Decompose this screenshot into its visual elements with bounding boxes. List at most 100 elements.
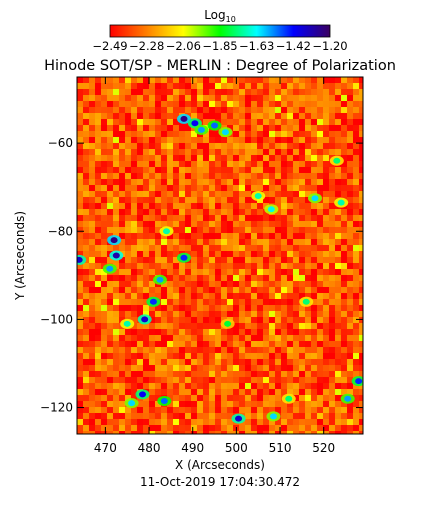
heatmap-cell	[77, 311, 83, 317]
heatmap-cell	[131, 347, 137, 353]
heatmap-cell	[299, 77, 305, 83]
heatmap-cell	[287, 413, 293, 419]
heatmap-cell	[293, 347, 299, 353]
heatmap-cell	[119, 407, 125, 413]
heatmap-cell	[101, 353, 107, 359]
heatmap-cell	[227, 143, 233, 149]
heatmap-cell	[347, 107, 353, 113]
heatmap-cell	[89, 287, 95, 293]
heatmap-cell	[245, 317, 251, 323]
heatmap-cell	[275, 287, 281, 293]
heatmap-cell	[113, 395, 119, 401]
heatmap-cell	[83, 419, 89, 425]
heatmap-cell	[281, 227, 287, 233]
heatmap-cell	[203, 221, 209, 227]
heatmap-cell	[119, 239, 125, 245]
heatmap-cell	[125, 113, 131, 119]
heatmap-cell	[197, 347, 203, 353]
heatmap-cell	[209, 293, 215, 299]
heatmap-cell	[131, 287, 137, 293]
heatmap-cell	[275, 425, 281, 431]
heatmap-cell	[107, 245, 113, 251]
heatmap-cell	[359, 197, 363, 203]
heatmap-cell	[245, 323, 251, 329]
heatmap-cell	[239, 377, 245, 383]
heatmap-cell	[221, 419, 227, 425]
heatmap-cell	[167, 263, 173, 269]
heatmap-cell	[155, 89, 161, 95]
heatmap-cell	[311, 149, 317, 155]
heatmap-cell	[323, 149, 329, 155]
heatmap-cell	[137, 227, 143, 233]
heatmap-cell	[83, 365, 89, 371]
heatmap-cell	[89, 383, 95, 389]
heatmap-cell	[311, 281, 317, 287]
heatmap-cell	[227, 293, 233, 299]
heatmap-cell	[89, 311, 95, 317]
heatmap-cell	[335, 251, 341, 257]
heatmap-cell	[191, 371, 197, 377]
heatmap-cell	[245, 329, 251, 335]
heatmap-cell	[233, 371, 239, 377]
heatmap-cell	[341, 137, 347, 143]
heatmap-cell	[197, 113, 203, 119]
heatmap-cell	[155, 257, 161, 263]
heatmap-cell	[167, 167, 173, 173]
heatmap-cell	[107, 347, 113, 353]
heatmap-cell	[275, 221, 281, 227]
heatmap-cell	[353, 185, 359, 191]
heatmap-cell	[269, 347, 275, 353]
heatmap-cell	[113, 359, 119, 365]
heatmap-cell	[185, 389, 191, 395]
heatmap-cell	[299, 269, 305, 275]
heatmap-cell	[287, 137, 293, 143]
heatmap-cell	[125, 83, 131, 89]
heatmap-cell	[293, 317, 299, 323]
heatmap-cell	[155, 305, 161, 311]
x-tick-label: 500	[225, 441, 248, 455]
heatmap-cell	[239, 101, 245, 107]
heatmap-cell	[239, 131, 245, 137]
heatmap-cell	[107, 119, 113, 125]
heatmap-cell	[311, 263, 317, 269]
heatmap-cell	[203, 281, 209, 287]
heatmap-cell	[281, 77, 287, 83]
heatmap-cell	[185, 317, 191, 323]
heatmap-cell	[119, 137, 125, 143]
heatmap-cell	[173, 287, 179, 293]
heatmap-cell	[173, 113, 179, 119]
heatmap-cell	[281, 269, 287, 275]
heatmap-cell	[197, 341, 203, 347]
heatmap-cell	[353, 305, 359, 311]
heatmap-cell	[293, 185, 299, 191]
heatmap-cell	[257, 287, 263, 293]
heatmap-cell	[143, 173, 149, 179]
heatmap-cell	[209, 299, 215, 305]
heatmap-cell	[251, 89, 257, 95]
heatmap-cell	[347, 281, 353, 287]
x-tick-label: 490	[181, 441, 204, 455]
heatmap-cell	[197, 431, 203, 434]
heatmap-cell	[335, 311, 341, 317]
heatmap-cell	[131, 173, 137, 179]
heatmap-cell	[239, 311, 245, 317]
heatmap-cell	[89, 221, 95, 227]
heatmap-cell	[197, 89, 203, 95]
heatmap-cell	[95, 323, 101, 329]
heatmap-cell	[245, 233, 251, 239]
heatmap-cell	[245, 95, 251, 101]
heatmap-cell	[221, 353, 227, 359]
heatmap-cell	[293, 323, 299, 329]
heatmap-cell	[353, 299, 359, 305]
heatmap-cell	[233, 215, 239, 221]
heatmap-cell	[107, 161, 113, 167]
feature-core	[141, 316, 149, 323]
heatmap-cell	[329, 101, 335, 107]
heatmap-cell	[191, 167, 197, 173]
heatmap-cell	[77, 413, 83, 419]
heatmap-cell	[161, 287, 167, 293]
heatmap-cell	[275, 95, 281, 101]
heatmap-cell	[179, 311, 185, 317]
heatmap-cell	[113, 113, 119, 119]
heatmap-cell	[149, 113, 155, 119]
